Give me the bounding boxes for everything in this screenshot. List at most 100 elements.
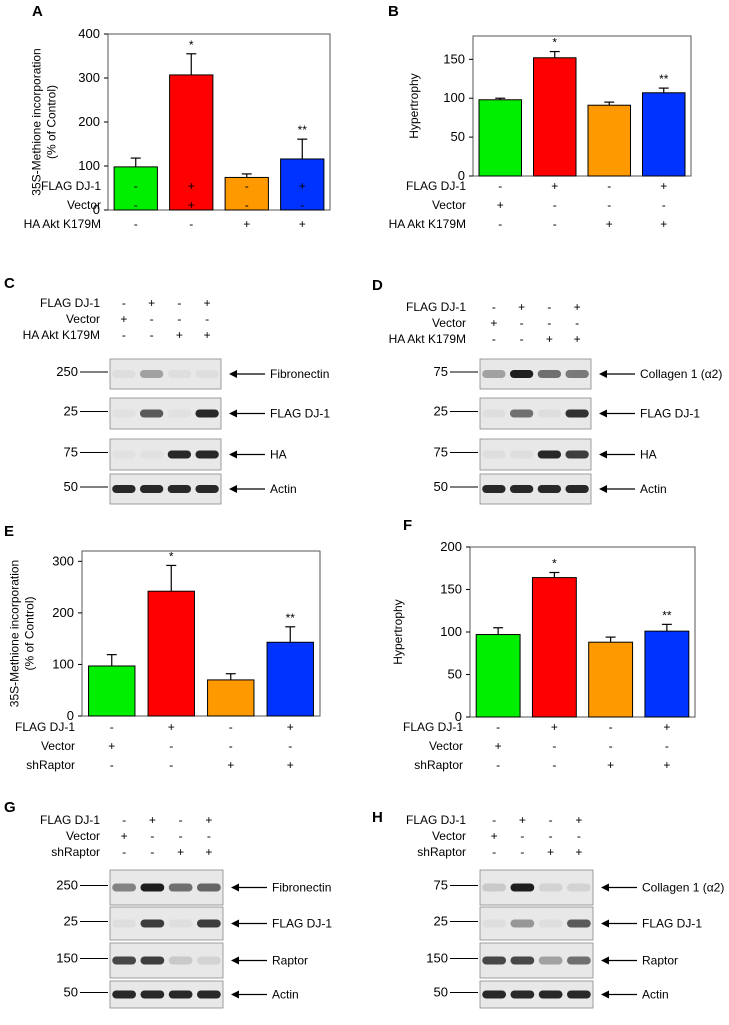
band <box>509 485 534 493</box>
condition-sign: - <box>549 829 553 843</box>
panel-label: F <box>403 517 412 534</box>
band <box>112 485 136 493</box>
y-tick-label: 200 <box>52 605 74 620</box>
condition-sign: + <box>204 296 211 310</box>
significance-mark: ** <box>298 123 308 137</box>
y-tick-label: 150 <box>443 51 465 66</box>
condition-label: FLAG DJ-1 <box>406 813 466 827</box>
condition-label: FLAG DJ-1 <box>15 720 75 734</box>
mw-marker: 50 <box>434 985 448 1000</box>
condition-label: shRaptor <box>51 845 100 859</box>
condition-sign: + <box>205 845 212 859</box>
condition-sign: - <box>498 179 502 193</box>
band <box>537 409 562 418</box>
condition-label: shRaptor <box>414 758 463 772</box>
band-label: Fibronectin <box>270 367 329 381</box>
y-tick-label: 0 <box>93 202 100 217</box>
band <box>482 956 506 965</box>
condition-sign: - <box>169 758 173 772</box>
band <box>197 990 221 999</box>
band <box>567 956 591 965</box>
bar <box>531 577 577 718</box>
panel-label: C <box>4 275 15 292</box>
condition-sign: - <box>553 217 557 231</box>
condition-sign: - <box>150 845 154 859</box>
band <box>482 990 506 999</box>
condition-sign: + <box>519 813 526 827</box>
condition-sign: + <box>490 316 497 330</box>
y-label-line: 35S-Methione incorporation <box>30 48 44 195</box>
band <box>510 956 535 965</box>
band <box>197 956 221 965</box>
arrow-head <box>601 956 609 965</box>
blot-strip: 75 Collagen 1 (α2) <box>434 358 722 390</box>
band <box>140 919 165 928</box>
bar <box>224 176 269 211</box>
condition-label: Vector <box>66 829 100 843</box>
band <box>167 370 192 378</box>
condition-label: Vector <box>67 198 101 212</box>
band <box>197 919 221 928</box>
condition-label: HA Akt K179M <box>24 217 101 231</box>
band <box>510 990 535 999</box>
blot-strip: 75 HA <box>64 438 287 471</box>
band-label: FLAG DJ-1 <box>270 407 330 421</box>
condition-label: FLAG DJ-1 <box>41 179 101 193</box>
mw-marker: 50 <box>434 479 448 494</box>
significance-mark: * <box>552 36 557 50</box>
y-tick-label: 300 <box>78 70 100 85</box>
plot-frame <box>81 550 321 717</box>
y-label-line: (% of Control) <box>23 596 37 670</box>
condition-sign: - <box>169 739 173 753</box>
band <box>195 450 219 459</box>
bar <box>644 630 690 718</box>
band <box>567 919 591 928</box>
arrow-head <box>229 485 237 493</box>
condition-sign: - <box>150 829 154 843</box>
band <box>168 990 193 999</box>
condition-label: shRaptor <box>26 758 75 772</box>
band-label: FLAG DJ-1 <box>642 917 702 931</box>
band <box>510 883 535 892</box>
y-tick-label: 0 <box>67 708 74 723</box>
bar <box>588 641 634 718</box>
condition-sign: - <box>134 179 138 193</box>
condition-sign: - <box>520 845 524 859</box>
blot-strip: 50 Actin <box>64 473 297 505</box>
condition-sign: - <box>122 813 126 827</box>
condition-label: Vector <box>66 312 100 326</box>
arrow-head <box>229 370 237 378</box>
condition-label: Vector <box>432 316 466 330</box>
band <box>509 450 534 459</box>
condition-sign: + <box>176 328 183 342</box>
band <box>537 450 562 459</box>
condition-sign: - <box>229 739 233 753</box>
band <box>140 451 163 459</box>
condition-sign: - <box>496 758 500 772</box>
mw-marker: 50 <box>64 985 78 1000</box>
condition-sign: + <box>287 720 294 734</box>
significance-mark: ** <box>286 611 296 625</box>
strip-membrane <box>479 869 594 906</box>
condition-sign: - <box>134 217 138 231</box>
band <box>168 919 193 928</box>
condition-sign: - <box>552 739 556 753</box>
y-tick-label: 100 <box>52 656 74 671</box>
band-label: FLAG DJ-1 <box>640 407 700 421</box>
condition-sign: - <box>122 845 126 859</box>
band <box>509 370 534 378</box>
y-axis-label: Hypertrophy <box>391 599 405 664</box>
band-label: Raptor <box>642 954 678 968</box>
condition-sign: + <box>120 312 127 326</box>
band <box>565 409 589 418</box>
condition-sign: - <box>245 179 249 193</box>
bar <box>169 74 214 211</box>
condition-sign: + <box>574 300 581 314</box>
condition-sign: + <box>575 845 582 859</box>
condition-sign: + <box>574 332 581 346</box>
band <box>112 919 136 928</box>
band <box>112 956 136 965</box>
blot-strip: 150 Raptor <box>426 942 678 979</box>
bar <box>266 641 314 717</box>
